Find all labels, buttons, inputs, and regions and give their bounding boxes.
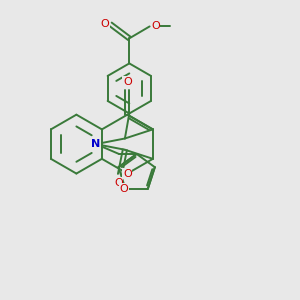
Text: O: O: [151, 21, 160, 32]
Text: O: O: [114, 178, 123, 188]
Text: N: N: [92, 139, 100, 149]
Text: O: O: [100, 19, 109, 29]
Text: O: O: [123, 169, 132, 178]
Text: O: O: [120, 184, 128, 194]
Text: O: O: [123, 77, 132, 87]
